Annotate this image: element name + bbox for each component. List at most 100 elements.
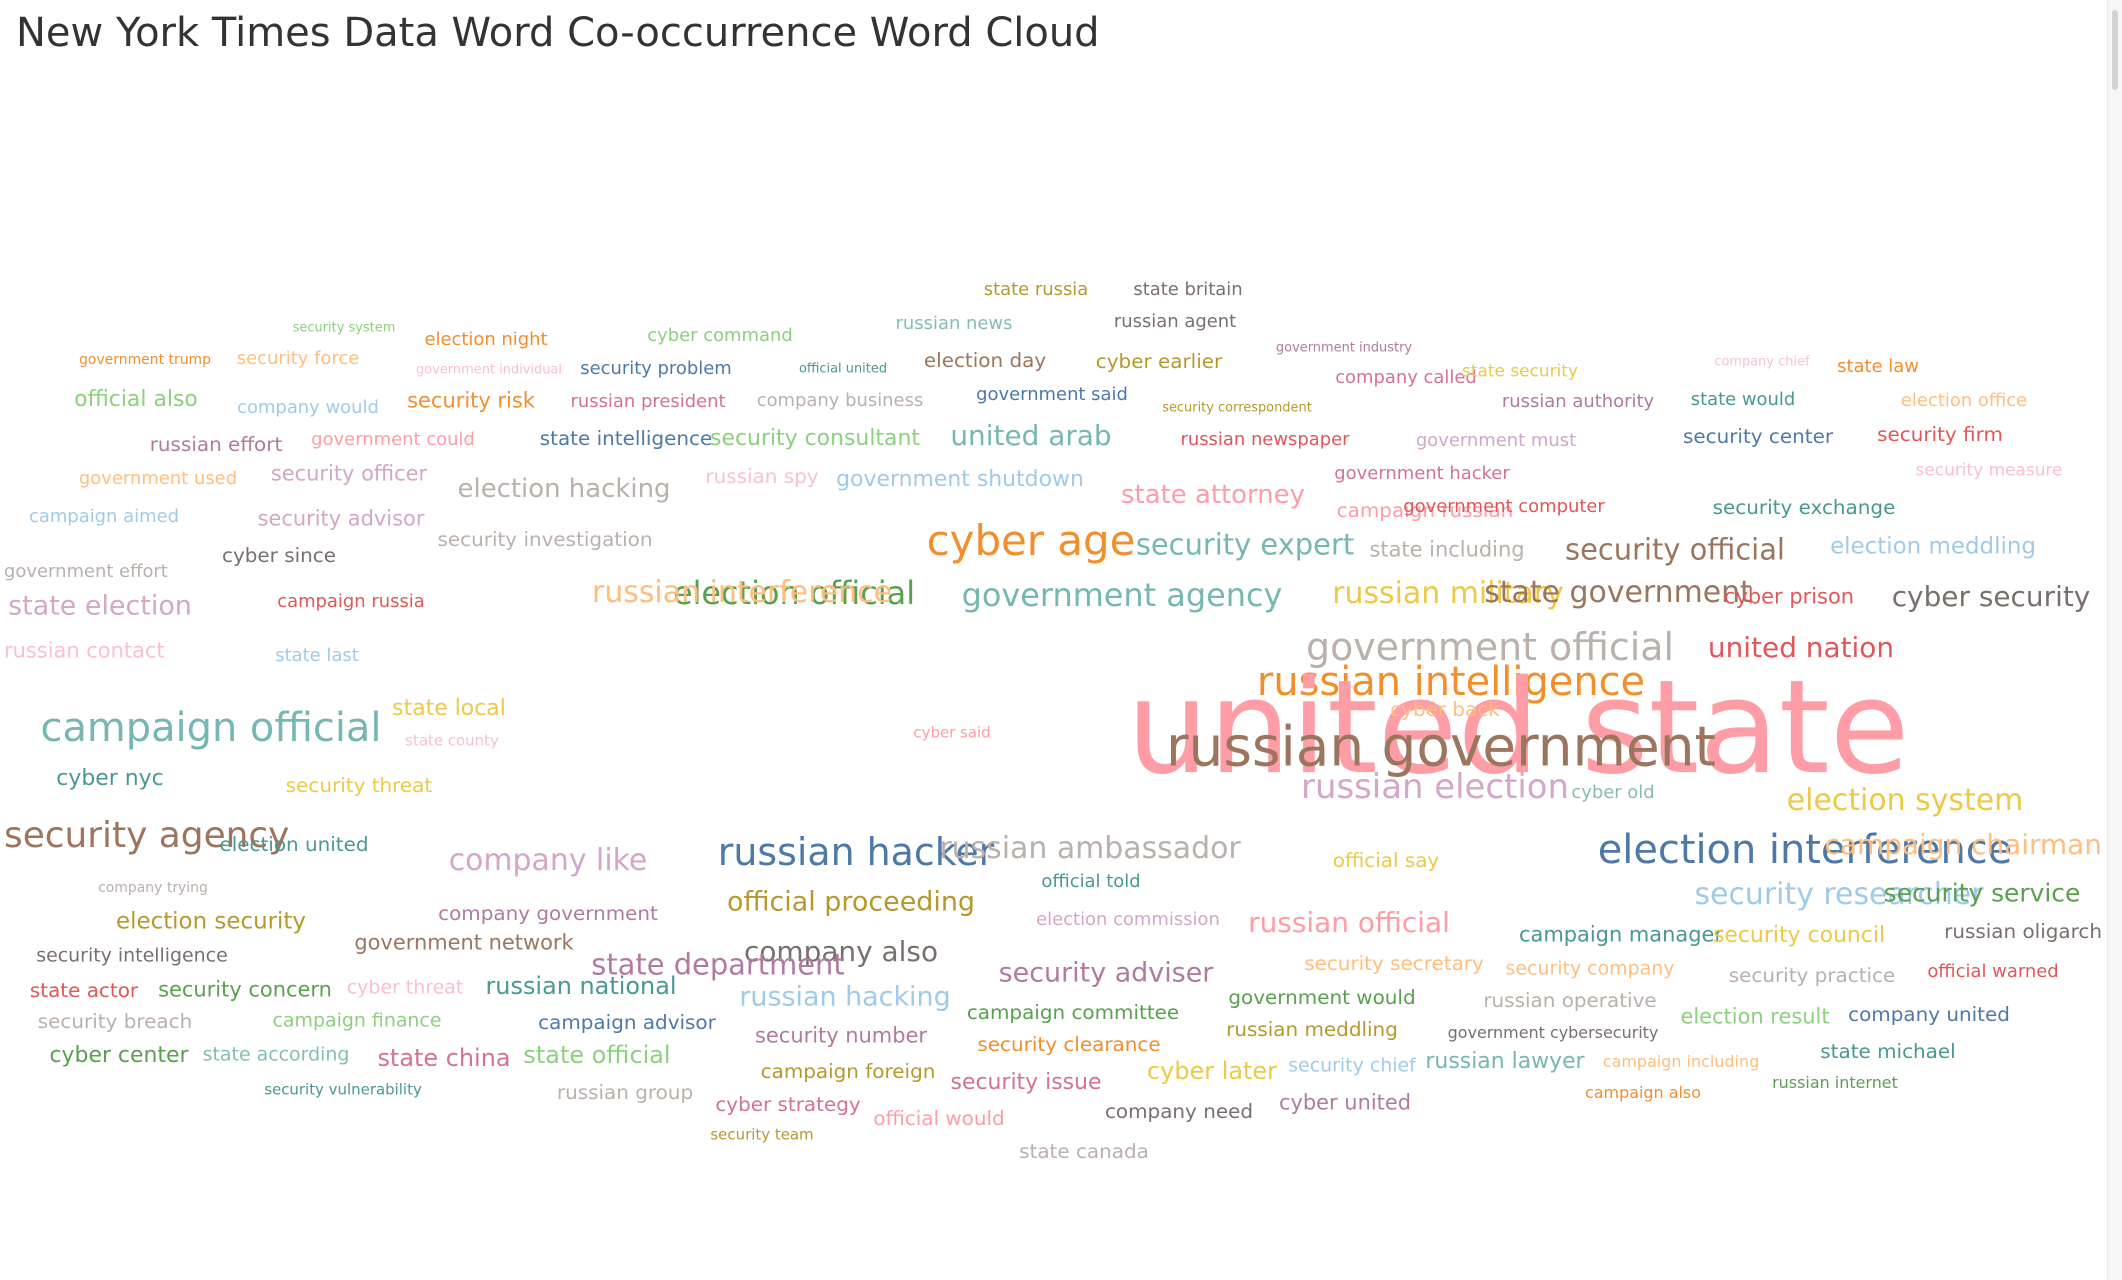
word-official-also[interactable]: official also bbox=[74, 387, 198, 413]
word-official-warned[interactable]: official warned bbox=[1927, 961, 2059, 983]
word-russian-contact[interactable]: russian contact bbox=[4, 638, 165, 663]
word-russian-spy[interactable]: russian spy bbox=[705, 464, 819, 489]
word-security-breach[interactable]: security breach bbox=[37, 1009, 193, 1034]
word-security-system[interactable]: security system bbox=[292, 320, 396, 336]
word-russian-hacking[interactable]: russian hacking bbox=[739, 981, 951, 1013]
word-russian-authority[interactable]: russian authority bbox=[1501, 391, 1655, 413]
word-russian-interference[interactable]: russian interference bbox=[592, 575, 892, 611]
word-russian-internet[interactable]: russian internet bbox=[1772, 1073, 1898, 1093]
word-state-russia[interactable]: state russia bbox=[983, 279, 1089, 301]
word-election-united[interactable]: election united bbox=[219, 832, 369, 857]
word-campaign-finance[interactable]: campaign finance bbox=[272, 1009, 442, 1032]
word-united-nation[interactable]: united nation bbox=[1707, 631, 1895, 665]
word-russian-hacker[interactable]: russian hacker bbox=[717, 830, 995, 875]
word-government-would[interactable]: government would bbox=[1228, 985, 1416, 1010]
word-state-britain[interactable]: state britain bbox=[1133, 279, 1243, 301]
word-official-told[interactable]: official told bbox=[1041, 871, 1141, 893]
word-government-network[interactable]: government network bbox=[354, 930, 574, 955]
word-state-department[interactable]: state department bbox=[591, 947, 845, 982]
word-cyber-command[interactable]: cyber command bbox=[647, 325, 793, 347]
word-election-official[interactable]: election official bbox=[672, 574, 916, 613]
word-cyber-center[interactable]: cyber center bbox=[49, 1043, 189, 1069]
word-election-office[interactable]: election office bbox=[1900, 390, 2028, 412]
word-campaign-russian[interactable]: campaign russian bbox=[1336, 498, 1514, 523]
word-security-risk[interactable]: security risk bbox=[407, 388, 535, 413]
word-campaign-including[interactable]: campaign including bbox=[1602, 1052, 1760, 1072]
word-security-exchange[interactable]: security exchange bbox=[1712, 495, 1896, 520]
word-cyber-said[interactable]: cyber said bbox=[913, 723, 991, 742]
word-election-result[interactable]: election result bbox=[1680, 1004, 1830, 1029]
word-security-advisor[interactable]: security advisor bbox=[257, 506, 425, 531]
word-state-intelligence[interactable]: state intelligence bbox=[539, 426, 713, 451]
word-russian-government[interactable]: russian government bbox=[1166, 714, 1716, 779]
word-company-like[interactable]: company like bbox=[448, 843, 648, 879]
word-state-security[interactable]: state security bbox=[1462, 360, 1578, 381]
word-election-system[interactable]: election system bbox=[1786, 783, 2024, 819]
word-state-county[interactable]: state county bbox=[405, 731, 499, 750]
word-state-election[interactable]: state election bbox=[8, 590, 192, 622]
word-government-hacker[interactable]: government hacker bbox=[1334, 463, 1510, 485]
word-election-day[interactable]: election day bbox=[923, 348, 1047, 373]
word-state-michael[interactable]: state michael bbox=[1820, 1039, 1956, 1064]
word-state-law[interactable]: state law bbox=[1837, 356, 1919, 378]
word-government-individual[interactable]: government individual bbox=[416, 362, 562, 378]
word-cyber-prison[interactable]: cyber prison bbox=[1723, 584, 1855, 609]
word-security-officer[interactable]: security officer bbox=[270, 461, 428, 486]
word-election-commission[interactable]: election commission bbox=[1036, 909, 1220, 931]
word-cyber-nyc[interactable]: cyber nyc bbox=[56, 766, 164, 792]
word-company-also[interactable]: company also bbox=[743, 935, 939, 969]
word-government-trump[interactable]: government trump bbox=[79, 352, 211, 369]
word-security-measure[interactable]: security measure bbox=[1915, 459, 2063, 480]
word-russian-operative[interactable]: russian operative bbox=[1483, 988, 1657, 1013]
word-security-investigation[interactable]: security investigation bbox=[437, 527, 653, 552]
word-campaign-committee[interactable]: campaign committee bbox=[966, 1000, 1180, 1025]
word-election-meddling[interactable]: election meddling bbox=[1830, 533, 2036, 560]
word-company-trying[interactable]: company trying bbox=[98, 880, 208, 897]
word-government-official[interactable]: government official bbox=[1306, 625, 1674, 670]
word-cyber-united[interactable]: cyber united bbox=[1278, 1090, 1412, 1115]
word-russian-group[interactable]: russian group bbox=[556, 1080, 694, 1105]
word-government-said[interactable]: government said bbox=[976, 384, 1128, 406]
word-campaign-also[interactable]: campaign also bbox=[1584, 1083, 1702, 1103]
word-cyber-old[interactable]: cyber old bbox=[1571, 782, 1655, 804]
word-russian-official[interactable]: russian official bbox=[1248, 906, 1450, 940]
word-security-threat[interactable]: security threat bbox=[285, 773, 433, 798]
word-security-number[interactable]: security number bbox=[755, 1023, 927, 1048]
word-security-consultant[interactable]: security consultant bbox=[710, 426, 920, 452]
word-cyber-threat[interactable]: cyber threat bbox=[346, 976, 464, 999]
word-government-must[interactable]: government must bbox=[1415, 430, 1577, 452]
word-russian-national[interactable]: russian national bbox=[485, 972, 677, 1001]
word-official-united[interactable]: official united bbox=[798, 361, 888, 377]
word-company-chief[interactable]: company chief bbox=[1714, 354, 1810, 370]
word-security-correspondent[interactable]: security correspondent bbox=[1162, 400, 1312, 416]
word-campaign-aimed[interactable]: campaign aimed bbox=[28, 506, 180, 528]
word-state-local[interactable]: state local bbox=[392, 696, 506, 722]
word-security-chief[interactable]: security chief bbox=[1288, 1054, 1416, 1077]
word-state-would[interactable]: state would bbox=[1690, 389, 1796, 411]
word-united-state[interactable]: united state bbox=[1126, 652, 1910, 804]
word-russian-meddling[interactable]: russian meddling bbox=[1226, 1017, 1398, 1042]
word-cyber-strategy[interactable]: cyber strategy bbox=[715, 1092, 861, 1117]
word-russian-agent[interactable]: russian agent bbox=[1113, 311, 1237, 333]
word-russian-military[interactable]: russian military bbox=[1332, 576, 1564, 612]
word-russian-ambassador[interactable]: russian ambassador bbox=[939, 831, 1241, 867]
word-security-center[interactable]: security center bbox=[1682, 424, 1834, 449]
word-security-force[interactable]: security force bbox=[236, 348, 360, 370]
word-russian-lawyer[interactable]: russian lawyer bbox=[1425, 1049, 1585, 1075]
word-official-proceeding[interactable]: official proceeding bbox=[726, 886, 976, 918]
word-security-vulnerability[interactable]: security vulnerability bbox=[264, 1080, 422, 1099]
word-russian-election[interactable]: russian election bbox=[1301, 767, 1569, 807]
word-russian-intelligence[interactable]: russian intelligence bbox=[1256, 659, 1646, 706]
word-campaign-advisor[interactable]: campaign advisor bbox=[538, 1010, 716, 1035]
word-government-shutdown[interactable]: government shutdown bbox=[836, 467, 1084, 493]
word-security-agency[interactable]: security agency bbox=[3, 815, 290, 857]
word-election-night[interactable]: election night bbox=[424, 329, 548, 351]
word-security-council[interactable]: security council bbox=[1712, 923, 1886, 949]
word-security-official[interactable]: security official bbox=[1565, 532, 1785, 567]
word-security-concern[interactable]: security concern bbox=[158, 977, 332, 1002]
word-state-official[interactable]: state official bbox=[523, 1041, 671, 1070]
word-company-business[interactable]: company business bbox=[756, 390, 924, 412]
word-state-government[interactable]: state government bbox=[1484, 575, 1752, 611]
word-state-canada[interactable]: state canada bbox=[1019, 1139, 1149, 1164]
word-campaign-chairman[interactable]: campaign chairman bbox=[1824, 828, 2102, 862]
